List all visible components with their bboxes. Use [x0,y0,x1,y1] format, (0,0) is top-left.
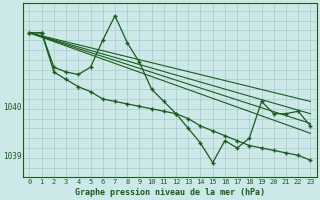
X-axis label: Graphe pression niveau de la mer (hPa): Graphe pression niveau de la mer (hPa) [75,188,265,197]
